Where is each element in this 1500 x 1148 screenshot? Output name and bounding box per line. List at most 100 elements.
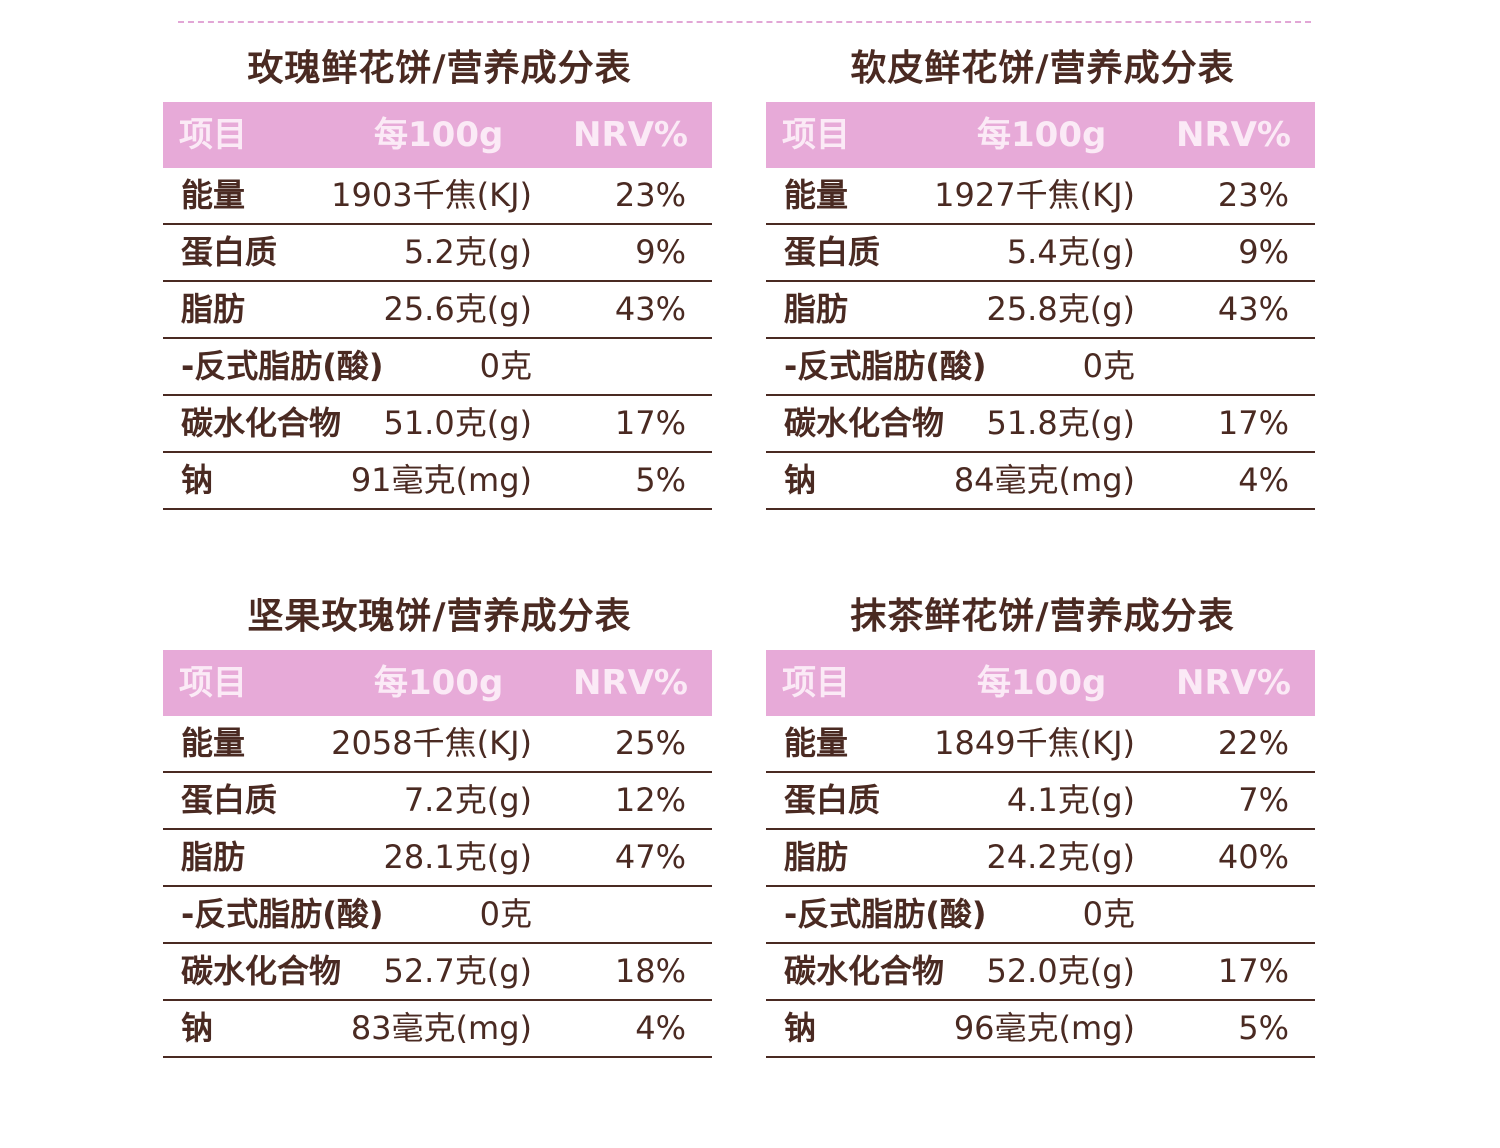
nutrient-nrv: 40% [1217, 838, 1289, 876]
nutrient-nrv: 17% [1217, 404, 1289, 442]
nutrient-value: 0克 [479, 895, 532, 933]
nutrient-name: 能量 [181, 176, 246, 214]
nutrient-name: -反式脂肪(酸) [181, 895, 384, 933]
nutrient-nrv: 23% [1217, 176, 1289, 214]
nutrient-nrv: 5% [635, 461, 686, 499]
nutrient-nrv: 7% [1238, 781, 1289, 819]
table-row: 钠 84毫克(mg) 4% [766, 453, 1315, 510]
nutrient-value: 4.1克(g) [1006, 781, 1135, 819]
nutrient-name: 碳水化合物 [784, 404, 945, 442]
nutrient-value: 0克 [479, 347, 532, 385]
nutrient-name: 蛋白质 [784, 781, 881, 819]
nutrient-value: 25.8克(g) [986, 290, 1135, 328]
table-row: -反式脂肪(酸) 0克 [766, 887, 1315, 944]
header-item: 项目 [179, 663, 247, 703]
nutrient-value: 7.2克(g) [403, 781, 532, 819]
nutrient-nrv: 12% [614, 781, 686, 819]
nutrient-nrv: 17% [1217, 952, 1289, 990]
nutrient-name: 蛋白质 [181, 233, 278, 271]
nutrient-value: 28.1克(g) [383, 838, 532, 876]
nutrient-nrv: 9% [635, 233, 686, 271]
nutrient-value: 52.0克(g) [986, 952, 1135, 990]
nutrient-name: 钠 [181, 461, 214, 499]
nutrient-name: 脂肪 [181, 290, 246, 328]
nutrient-value: 91毫克(mg) [350, 461, 532, 499]
table-row: 脂肪 25.8克(g) 43% [766, 282, 1315, 339]
table-row: -反式脂肪(酸) 0克 [766, 339, 1315, 396]
nutrient-value: 51.0克(g) [383, 404, 532, 442]
table-header: 项目 每100g NRV% [163, 650, 712, 716]
header-nrv: NRV% [572, 115, 688, 155]
panel-title: 抹茶鲜花饼/营养成分表 [850, 596, 1235, 637]
nutrient-value: 5.4克(g) [1006, 233, 1135, 271]
nutrient-value: 51.8克(g) [986, 404, 1135, 442]
header-per100g: 每100g [374, 115, 504, 155]
table-row: 蛋白质 4.1克(g) 7% [766, 773, 1315, 830]
panel-title: 坚果玫瑰饼/营养成分表 [247, 596, 632, 637]
nutrient-nrv: 43% [1217, 290, 1289, 328]
header-nrv: NRV% [1175, 115, 1291, 155]
table-row: 蛋白质 5.4克(g) 9% [766, 225, 1315, 282]
nutrient-nrv: 25% [614, 724, 686, 762]
panel-title: 玫瑰鲜花饼/营养成分表 [247, 48, 632, 89]
table-header: 项目 每100g NRV% [766, 102, 1315, 168]
nutrition-panel-nut-rose-cake: 坚果玫瑰饼/营养成分表 项目 每100g NRV% 能量 2058千焦(KJ) 25… [163, 584, 712, 1058]
nutrient-nrv: 43% [614, 290, 686, 328]
nutrient-name: 碳水化合物 [181, 404, 342, 442]
nutrient-name: 脂肪 [784, 290, 849, 328]
nutrient-value: 0克 [1082, 347, 1135, 385]
nutrition-panel-soft-flower-cake: 软皮鲜花饼/营养成分表 项目 每100g NRV% 能量 1927千焦(KJ) 23… [766, 36, 1315, 510]
nutrient-name: 钠 [181, 1009, 214, 1047]
header-nrv: NRV% [572, 663, 688, 703]
table-row: 钠 83毫克(mg) 4% [163, 1001, 712, 1058]
table-row: 钠 91毫克(mg) 5% [163, 453, 712, 510]
nutrient-nrv: 9% [1238, 233, 1289, 271]
nutrient-value: 84毫克(mg) [953, 461, 1135, 499]
nutrient-nrv: 18% [614, 952, 686, 990]
table-row: 能量 2058千焦(KJ) 25% [163, 716, 712, 773]
nutrient-name: 脂肪 [181, 838, 246, 876]
nutrient-value: 1927千焦(KJ) [934, 176, 1135, 214]
nutrient-value: 1849千焦(KJ) [934, 724, 1135, 762]
nutrient-name: 能量 [784, 176, 849, 214]
nutrient-value: 25.6克(g) [383, 290, 532, 328]
nutrient-name: 蛋白质 [181, 781, 278, 819]
nutrient-name: -反式脂肪(酸) [784, 895, 987, 933]
nutrition-panel-matcha-flower-cake: 抹茶鲜花饼/营养成分表 项目 每100g NRV% 能量 1849千焦(KJ) 22… [766, 584, 1315, 1058]
nutrient-name: 碳水化合物 [181, 952, 342, 990]
nutrient-name: 能量 [181, 724, 246, 762]
nutrient-nrv: 17% [614, 404, 686, 442]
nutrient-nrv: 22% [1217, 724, 1289, 762]
header-item: 项目 [782, 115, 850, 155]
nutrient-name: 钠 [784, 1009, 817, 1047]
nutrient-nrv: 4% [635, 1009, 686, 1047]
header-nrv: NRV% [1175, 663, 1291, 703]
nutrition-panel-rose-flower-cake: 玫瑰鲜花饼/营养成分表 项目 每100g NRV% 能量 1903千焦(KJ) 23… [163, 36, 712, 510]
header-per100g: 每100g [977, 115, 1107, 155]
nutrient-nrv: 23% [614, 176, 686, 214]
table-row: 能量 1903千焦(KJ) 23% [163, 168, 712, 225]
header-per100g: 每100g [374, 663, 504, 703]
table-row: -反式脂肪(酸) 0克 [163, 887, 712, 944]
header-per100g: 每100g [977, 663, 1107, 703]
nutrient-name: -反式脂肪(酸) [181, 347, 384, 385]
table-row: 蛋白质 5.2克(g) 9% [163, 225, 712, 282]
table-row: 蛋白质 7.2克(g) 12% [163, 773, 712, 830]
nutrient-value: 83毫克(mg) [350, 1009, 532, 1047]
table-row: 碳水化合物 51.0克(g) 17% [163, 396, 712, 453]
nutrient-name: 蛋白质 [784, 233, 881, 271]
table-row: 脂肪 24.2克(g) 40% [766, 830, 1315, 887]
nutrient-name: 脂肪 [784, 838, 849, 876]
nutrient-name: 能量 [784, 724, 849, 762]
panel-title: 软皮鲜花饼/营养成分表 [850, 48, 1235, 89]
table-row: 碳水化合物 52.0克(g) 17% [766, 944, 1315, 1001]
header-item: 项目 [782, 663, 850, 703]
nutrient-value: 0克 [1082, 895, 1135, 933]
nutrient-value: 2058千焦(KJ) [331, 724, 532, 762]
table-row: 脂肪 28.1克(g) 47% [163, 830, 712, 887]
nutrient-value: 52.7克(g) [383, 952, 532, 990]
table-row: 碳水化合物 51.8克(g) 17% [766, 396, 1315, 453]
nutrient-nrv: 4% [1238, 461, 1289, 499]
table-row: 能量 1927千焦(KJ) 23% [766, 168, 1315, 225]
dashed-divider [178, 21, 1311, 23]
